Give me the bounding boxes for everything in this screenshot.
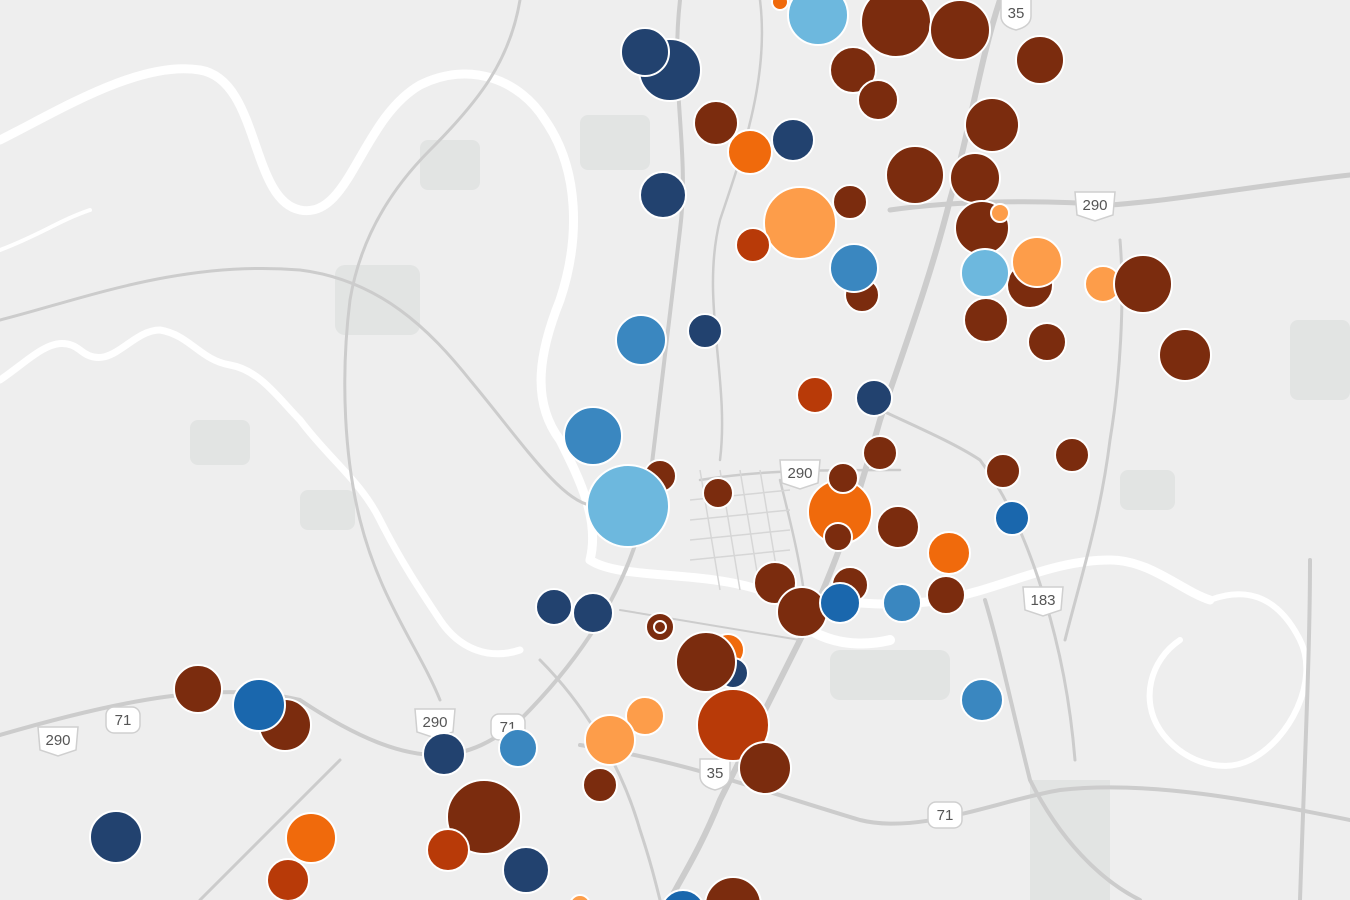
map-marker[interactable] <box>1011 236 1063 288</box>
map-marker[interactable] <box>696 688 770 762</box>
map-marker[interactable] <box>89 810 143 864</box>
sh-71-shield: 71 <box>927 801 963 829</box>
map-marker[interactable] <box>1054 437 1090 473</box>
map-marker[interactable] <box>285 812 337 864</box>
map-marker <box>653 620 667 634</box>
map-marker[interactable] <box>796 376 834 414</box>
map-marker[interactable] <box>823 522 853 552</box>
map-marker[interactable] <box>232 678 286 732</box>
map-marker[interactable] <box>819 582 861 624</box>
map-marker[interactable] <box>645 612 675 642</box>
svg-text:290: 290 <box>1082 197 1107 214</box>
map-marker[interactable] <box>702 477 734 509</box>
map-marker[interactable] <box>832 184 868 220</box>
map-marker[interactable] <box>687 313 723 349</box>
map-marker[interactable] <box>584 714 636 766</box>
map-marker[interactable] <box>829 46 877 94</box>
map-marker[interactable] <box>422 732 466 776</box>
map-marker[interactable] <box>882 583 922 623</box>
svg-text:290: 290 <box>787 465 812 482</box>
map-marker[interactable] <box>1158 328 1212 382</box>
map-marker[interactable] <box>1015 35 1065 85</box>
map-marker[interactable] <box>964 97 1020 153</box>
map-marker[interactable] <box>173 664 223 714</box>
map-marker[interactable] <box>704 876 762 900</box>
park-areas <box>190 115 1350 900</box>
us-290-shield: 290 <box>37 726 79 757</box>
map-marker[interactable] <box>570 894 590 900</box>
map-marker[interactable] <box>985 453 1021 489</box>
map-marker[interactable] <box>927 531 971 575</box>
map-marker[interactable] <box>572 592 614 634</box>
map-marker[interactable] <box>582 767 618 803</box>
map-marker[interactable] <box>949 152 1001 204</box>
map-marker[interactable] <box>960 678 1004 722</box>
map-marker[interactable] <box>661 889 705 900</box>
map-marker[interactable] <box>855 379 893 417</box>
map-marker[interactable] <box>990 203 1010 223</box>
map-marker[interactable] <box>771 118 815 162</box>
map-marker[interactable] <box>498 728 538 768</box>
map-marker[interactable] <box>787 0 849 46</box>
us-290-shield: 290 <box>414 708 456 739</box>
highway-shields: 290 290 290 290 183 71 71 71 <box>37 0 1116 829</box>
map-marker[interactable] <box>563 406 623 466</box>
map-marker[interactable] <box>738 741 792 795</box>
sh-71-shield: 71 <box>105 706 141 734</box>
svg-text:290: 290 <box>45 732 70 749</box>
map-marker[interactable] <box>885 145 945 205</box>
map-marker[interactable] <box>535 588 573 626</box>
map-marker[interactable] <box>994 500 1030 536</box>
us-290-shield: 290 <box>779 459 821 490</box>
i-35-shield: 35 <box>699 758 731 791</box>
map-marker[interactable] <box>266 858 310 900</box>
map-marker[interactable] <box>675 631 737 693</box>
us-183-shield: 183 <box>1022 586 1064 617</box>
map-marker[interactable] <box>586 464 670 548</box>
svg-text:71: 71 <box>937 807 954 824</box>
map-marker[interactable] <box>926 575 966 615</box>
map-marker[interactable] <box>727 129 773 175</box>
svg-text:35: 35 <box>1008 5 1025 22</box>
map-marker[interactable] <box>776 586 828 638</box>
map-marker[interactable] <box>693 100 739 146</box>
map-marker[interactable] <box>1027 322 1067 362</box>
map-marker[interactable] <box>763 186 837 260</box>
map-marker[interactable] <box>829 243 879 293</box>
map-marker[interactable] <box>426 828 470 872</box>
map-marker[interactable] <box>639 171 687 219</box>
us-290-shield: 290 <box>1074 191 1116 222</box>
map-marker[interactable] <box>827 462 859 494</box>
map-markers <box>89 0 1212 900</box>
map-marker[interactable] <box>963 297 1009 343</box>
svg-text:290: 290 <box>422 714 447 731</box>
map-marker[interactable] <box>625 696 665 736</box>
map-marker[interactable] <box>620 27 670 77</box>
i-35-shield: 35 <box>1000 0 1032 31</box>
map-marker[interactable] <box>862 435 898 471</box>
svg-text:35: 35 <box>707 765 724 782</box>
map-marker[interactable] <box>735 227 771 263</box>
map-marker[interactable] <box>615 314 667 366</box>
map-marker[interactable] <box>771 0 789 11</box>
map-marker[interactable] <box>1113 254 1173 314</box>
map-marker[interactable] <box>502 846 550 894</box>
map-marker[interactable] <box>929 0 991 61</box>
svg-text:183: 183 <box>1030 592 1055 609</box>
map-marker[interactable] <box>446 779 522 855</box>
map-marker[interactable] <box>857 79 899 121</box>
map-marker[interactable] <box>876 505 920 549</box>
map-marker[interactable] <box>960 248 1010 298</box>
svg-text:71: 71 <box>115 712 132 729</box>
